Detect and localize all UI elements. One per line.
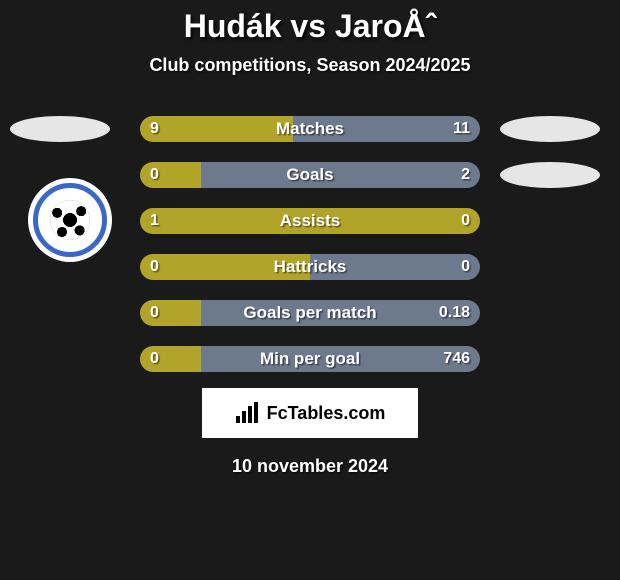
stat-bar-rest: [201, 346, 480, 372]
stat-value-right: 11: [453, 120, 470, 138]
stat-bar-fill: [140, 254, 310, 280]
stat-value-left: 0: [150, 350, 159, 368]
stat-value-right: 746: [443, 350, 470, 368]
stat-value-right: 0.18: [439, 304, 470, 322]
stat-value-left: 9: [150, 120, 159, 138]
date-line: 10 november 2024: [0, 456, 620, 477]
stat-bar: 911Matches: [140, 116, 480, 142]
stat-bar-rest: [293, 116, 480, 142]
stat-value-right: 0: [461, 212, 470, 230]
brand-bars-icon: [235, 402, 261, 424]
stat-row: 911Matches: [0, 106, 620, 152]
side-ellipse-left: [10, 116, 110, 142]
stat-value-left: 0: [150, 166, 159, 184]
stat-bar: 0746Min per goal: [140, 346, 480, 372]
stat-value-left: 0: [150, 258, 159, 276]
brand-text: FcTables.com: [267, 403, 386, 424]
stat-value-left: 0: [150, 304, 159, 322]
stat-row: 00.18Goals per match: [0, 290, 620, 336]
stat-value-right: 2: [461, 166, 470, 184]
comparison-card: Hudák vs JaroÅˆ Club competitions, Seaso…: [0, 0, 620, 580]
stat-bar-rest: [310, 254, 480, 280]
stat-value-left: 1: [150, 212, 159, 230]
stat-bar-rest: [201, 162, 480, 188]
stat-bar: 00Hattricks: [140, 254, 480, 280]
stat-bar-fill: [140, 116, 293, 142]
brand-box: FcTables.com: [202, 388, 418, 438]
side-ellipse-right: [500, 162, 600, 188]
stat-bar: 00.18Goals per match: [140, 300, 480, 326]
stat-bar: 02Goals: [140, 162, 480, 188]
stat-row: 0746Min per goal: [0, 336, 620, 382]
club-badge-ring: [33, 183, 107, 257]
stat-bar-fill: [140, 208, 480, 234]
soccer-ball-icon: [50, 200, 90, 240]
side-ellipse-right: [500, 116, 600, 142]
subtitle: Club competitions, Season 2024/2025: [0, 55, 620, 76]
club-badge: [28, 178, 112, 262]
stat-value-right: 0: [461, 258, 470, 276]
page-title: Hudák vs JaroÅˆ: [0, 8, 620, 45]
stat-bar: 10Assists: [140, 208, 480, 234]
